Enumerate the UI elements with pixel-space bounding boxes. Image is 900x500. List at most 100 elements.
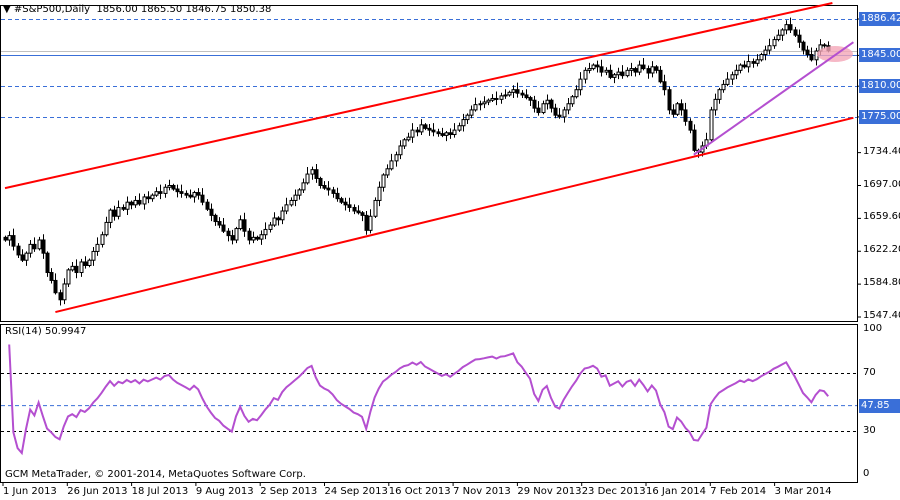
chart-header: ▼ #S&P500,Daily 1856.00 1865.50 1846.75 … bbox=[3, 4, 271, 15]
candle-up bbox=[28, 243, 33, 254]
candle-down bbox=[641, 64, 646, 70]
candle-down bbox=[742, 64, 747, 68]
candle-down bbox=[32, 243, 37, 250]
price-level-tag: 1810.00 bbox=[859, 79, 900, 94]
candle-up bbox=[541, 103, 546, 114]
candle-up bbox=[234, 228, 239, 241]
candle-down bbox=[112, 209, 117, 217]
candle-up bbox=[402, 139, 407, 147]
candle-down bbox=[667, 89, 672, 111]
candle-up bbox=[70, 265, 75, 271]
candle-up bbox=[154, 191, 159, 196]
candle-up bbox=[373, 199, 378, 217]
price-tick-label: 1622.20 bbox=[863, 244, 900, 256]
candle-down bbox=[11, 235, 16, 247]
candle-down bbox=[658, 69, 663, 83]
candle-down bbox=[343, 201, 348, 206]
candle-down bbox=[809, 54, 814, 61]
candle-up bbox=[272, 217, 277, 226]
candle-up bbox=[725, 78, 730, 85]
candle-up bbox=[604, 69, 609, 73]
candle-down bbox=[276, 217, 281, 221]
candle-down bbox=[179, 191, 184, 194]
candle-up bbox=[7, 235, 12, 241]
candle-up bbox=[746, 61, 751, 68]
price-tick-label: 1697.00 bbox=[863, 178, 900, 190]
price-tick-label: 1659.60 bbox=[863, 211, 900, 223]
candle-down bbox=[255, 236, 260, 240]
candle-down bbox=[45, 252, 50, 274]
candle-up bbox=[759, 54, 764, 61]
candle-up bbox=[503, 94, 508, 97]
channel-upper-line bbox=[4, 2, 833, 190]
candle-down bbox=[515, 89, 520, 94]
candle-up bbox=[730, 74, 735, 80]
candle-up bbox=[675, 103, 680, 115]
candle-up bbox=[650, 66, 655, 74]
candle-down bbox=[171, 185, 176, 190]
candle-up bbox=[268, 224, 273, 230]
date-tick-label: 3 Mar 2014 bbox=[774, 486, 832, 497]
candle-up bbox=[37, 239, 42, 250]
candle-up bbox=[545, 99, 550, 105]
candle-up bbox=[377, 186, 382, 201]
candle-down bbox=[536, 107, 541, 114]
candle-up bbox=[612, 74, 617, 78]
candle-up bbox=[95, 243, 100, 252]
candle-down bbox=[121, 206, 126, 210]
symbol-label: #S&P500,Daily bbox=[13, 4, 91, 15]
candle-down bbox=[751, 61, 756, 64]
candle-up bbox=[79, 261, 84, 274]
candle-down bbox=[599, 66, 604, 73]
candle-down bbox=[196, 192, 201, 196]
candle-up bbox=[410, 129, 415, 138]
candle-down bbox=[58, 292, 63, 301]
candle-down bbox=[158, 191, 163, 194]
candle-up bbox=[192, 192, 197, 198]
candle-down bbox=[683, 109, 688, 122]
candle-down bbox=[74, 265, 79, 274]
date-tick-label: 16 Oct 2013 bbox=[388, 486, 451, 497]
candle-up bbox=[490, 97, 495, 101]
candle-up bbox=[251, 236, 256, 241]
candle-down bbox=[646, 68, 651, 74]
candle-up bbox=[305, 173, 310, 184]
collapse-triangle-icon[interactable]: ▼ bbox=[3, 4, 11, 15]
candle-up bbox=[511, 89, 516, 93]
candle-down bbox=[53, 279, 58, 294]
candle-up bbox=[578, 78, 583, 91]
candle-down bbox=[339, 198, 344, 203]
candle-down bbox=[549, 99, 554, 109]
date-tick-label: 16 Jan 2014 bbox=[646, 486, 706, 497]
candle-down bbox=[20, 254, 25, 261]
candle-down bbox=[175, 188, 180, 193]
candle-up bbox=[108, 209, 113, 223]
candle-down bbox=[528, 97, 533, 101]
candle-up bbox=[465, 114, 470, 121]
channel-lower-line bbox=[55, 116, 854, 314]
candle-up bbox=[616, 71, 621, 76]
date-tick-label: 2 Sep 2013 bbox=[260, 486, 318, 497]
candle-down bbox=[364, 214, 369, 231]
candle-up bbox=[62, 283, 67, 301]
rsi-header: RSI(14) 50.9947 bbox=[5, 326, 87, 337]
candle-up bbox=[100, 234, 105, 245]
candle-up bbox=[398, 145, 403, 156]
candle-up bbox=[444, 132, 449, 136]
candle-up bbox=[301, 182, 306, 191]
candle-up bbox=[709, 109, 714, 141]
price-tick-label: 1547.40 bbox=[863, 309, 900, 321]
candle-up bbox=[637, 64, 642, 73]
candle-down bbox=[326, 187, 331, 191]
candle-up bbox=[734, 69, 739, 76]
candle-up bbox=[238, 219, 243, 230]
candle-up bbox=[562, 109, 567, 118]
candle-up bbox=[385, 168, 390, 176]
ohlc-values: 1856.00 1865.50 1846.75 1850.38 bbox=[96, 4, 272, 15]
candle-down bbox=[415, 129, 420, 133]
candle-up bbox=[473, 104, 478, 111]
candle-up bbox=[717, 89, 722, 100]
candle-up bbox=[767, 45, 772, 51]
